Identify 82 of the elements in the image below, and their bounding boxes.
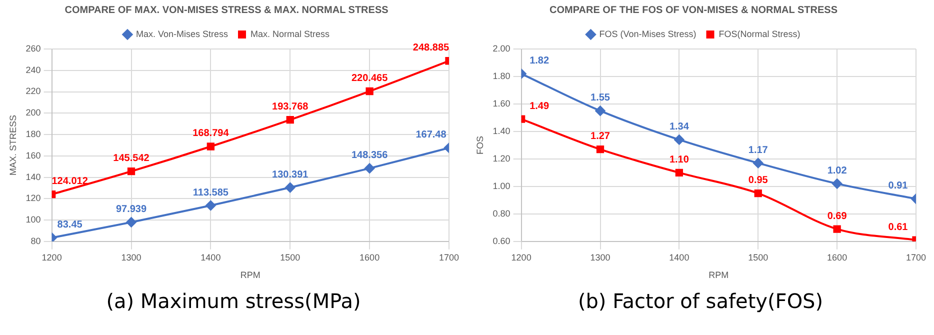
x-tick-label: 1200 <box>42 252 62 262</box>
point <box>833 225 841 233</box>
data-label: 0.69 <box>827 210 848 222</box>
point <box>286 116 294 124</box>
y-tick-label: 1.00 <box>492 180 510 191</box>
point <box>595 106 606 116</box>
y-tick-label: 260 <box>26 43 41 54</box>
y-tick-label: 100 <box>26 214 41 225</box>
legend-label: FOS(Normal Stress) <box>718 28 800 39</box>
data-label: 248.885 <box>412 42 450 54</box>
point <box>754 189 762 198</box>
point <box>127 168 136 176</box>
x-axis-title: RPM <box>240 270 260 280</box>
y-tick-label: 240 <box>26 64 41 75</box>
x-tick-label: 1300 <box>121 252 142 262</box>
y-tick-label: 0.60 <box>492 236 510 246</box>
point <box>596 145 604 154</box>
x-tick-label: 1700 <box>438 252 460 262</box>
y-axis-title: FOS <box>474 136 485 154</box>
x-tick-label: 1200 <box>511 252 532 262</box>
point <box>206 200 216 210</box>
x-tick-label: 1400 <box>669 252 690 262</box>
y-tick-label: 2.00 <box>492 43 510 54</box>
point <box>674 134 684 145</box>
data-label: 97.939 <box>116 204 147 215</box>
y-tick-label: 80 <box>30 236 41 246</box>
data-label: 1.17 <box>748 144 768 156</box>
data-label: 1.55 <box>590 92 610 104</box>
data-label: 113.585 <box>192 187 229 198</box>
data-label: 220.465 <box>351 73 388 84</box>
x-tick-label: 1600 <box>360 252 380 262</box>
data-label: 124.012 <box>52 176 88 188</box>
data-label: 1.34 <box>669 121 690 132</box>
data-label: 1.27 <box>590 131 610 142</box>
y-tick-label: 1.80 <box>492 70 510 81</box>
data-label: 193.768 <box>272 102 309 113</box>
data-label: 167.48 <box>416 130 447 141</box>
y-tick-label: 200 <box>26 108 41 118</box>
chart-title: COMPARE OF THE FOS OF VON-MISES & NORMAL STRESS <box>550 4 838 16</box>
data-label: 1.82 <box>530 55 550 66</box>
point <box>364 163 375 174</box>
data-label: 83.45 <box>57 219 83 230</box>
point <box>832 178 842 189</box>
x-tick-label: 1500 <box>748 252 768 262</box>
legend-label: FOS (Von-Mises Stress) <box>599 28 696 39</box>
x-tick-label: 1500 <box>280 252 300 262</box>
legend-label: Max. Normal Stress <box>250 28 330 39</box>
data-label: 1.10 <box>669 154 690 166</box>
text: (a) Maximum stress(MPa) <box>105 289 362 313</box>
data-label: 0.61 <box>888 222 908 233</box>
text: (b) Factor of safety(FOS) <box>576 289 824 313</box>
x-tick-label: 1300 <box>590 252 610 262</box>
y-tick-label: 220 <box>26 86 41 96</box>
chart-title: COMPARE OF MAX. VON-MISES STRESS & MAX. NORMAL STRESS <box>64 4 389 16</box>
y-tick-label: 1.40 <box>492 126 510 136</box>
data-label: 1.02 <box>827 165 848 176</box>
y-tick-label: 160 <box>26 150 41 160</box>
x-tick-label: 1600 <box>827 252 848 262</box>
y-tick-label: 1.60 <box>492 98 510 108</box>
point <box>366 87 374 96</box>
y-tick-label: 1.20 <box>492 153 510 164</box>
legend-label: Max. Von-Mises Stress <box>136 28 229 39</box>
point <box>675 168 684 177</box>
data-label: 168.794 <box>192 128 230 140</box>
y-axis-title: MAX. STRESS <box>8 114 18 176</box>
data-label: 148.356 <box>351 150 388 162</box>
data-label: 145.542 <box>113 153 150 164</box>
data-label: 130.391 <box>272 169 309 180</box>
y-tick-label: 180 <box>26 128 41 139</box>
data-label: 0.91 <box>888 180 908 192</box>
point <box>753 158 764 168</box>
x-tick-label: 1700 <box>906 252 926 262</box>
x-axis-title: RPM <box>708 270 729 280</box>
data-label: 1.49 <box>530 100 550 112</box>
x-tick-label: 1400 <box>200 252 221 262</box>
y-tick-label: 120 <box>26 193 41 204</box>
point <box>206 142 215 150</box>
y-tick-label: 140 <box>26 172 41 182</box>
point <box>285 182 296 193</box>
point <box>126 217 136 228</box>
y-tick-label: 0.80 <box>492 208 510 218</box>
data-label: 0.95 <box>748 175 768 186</box>
